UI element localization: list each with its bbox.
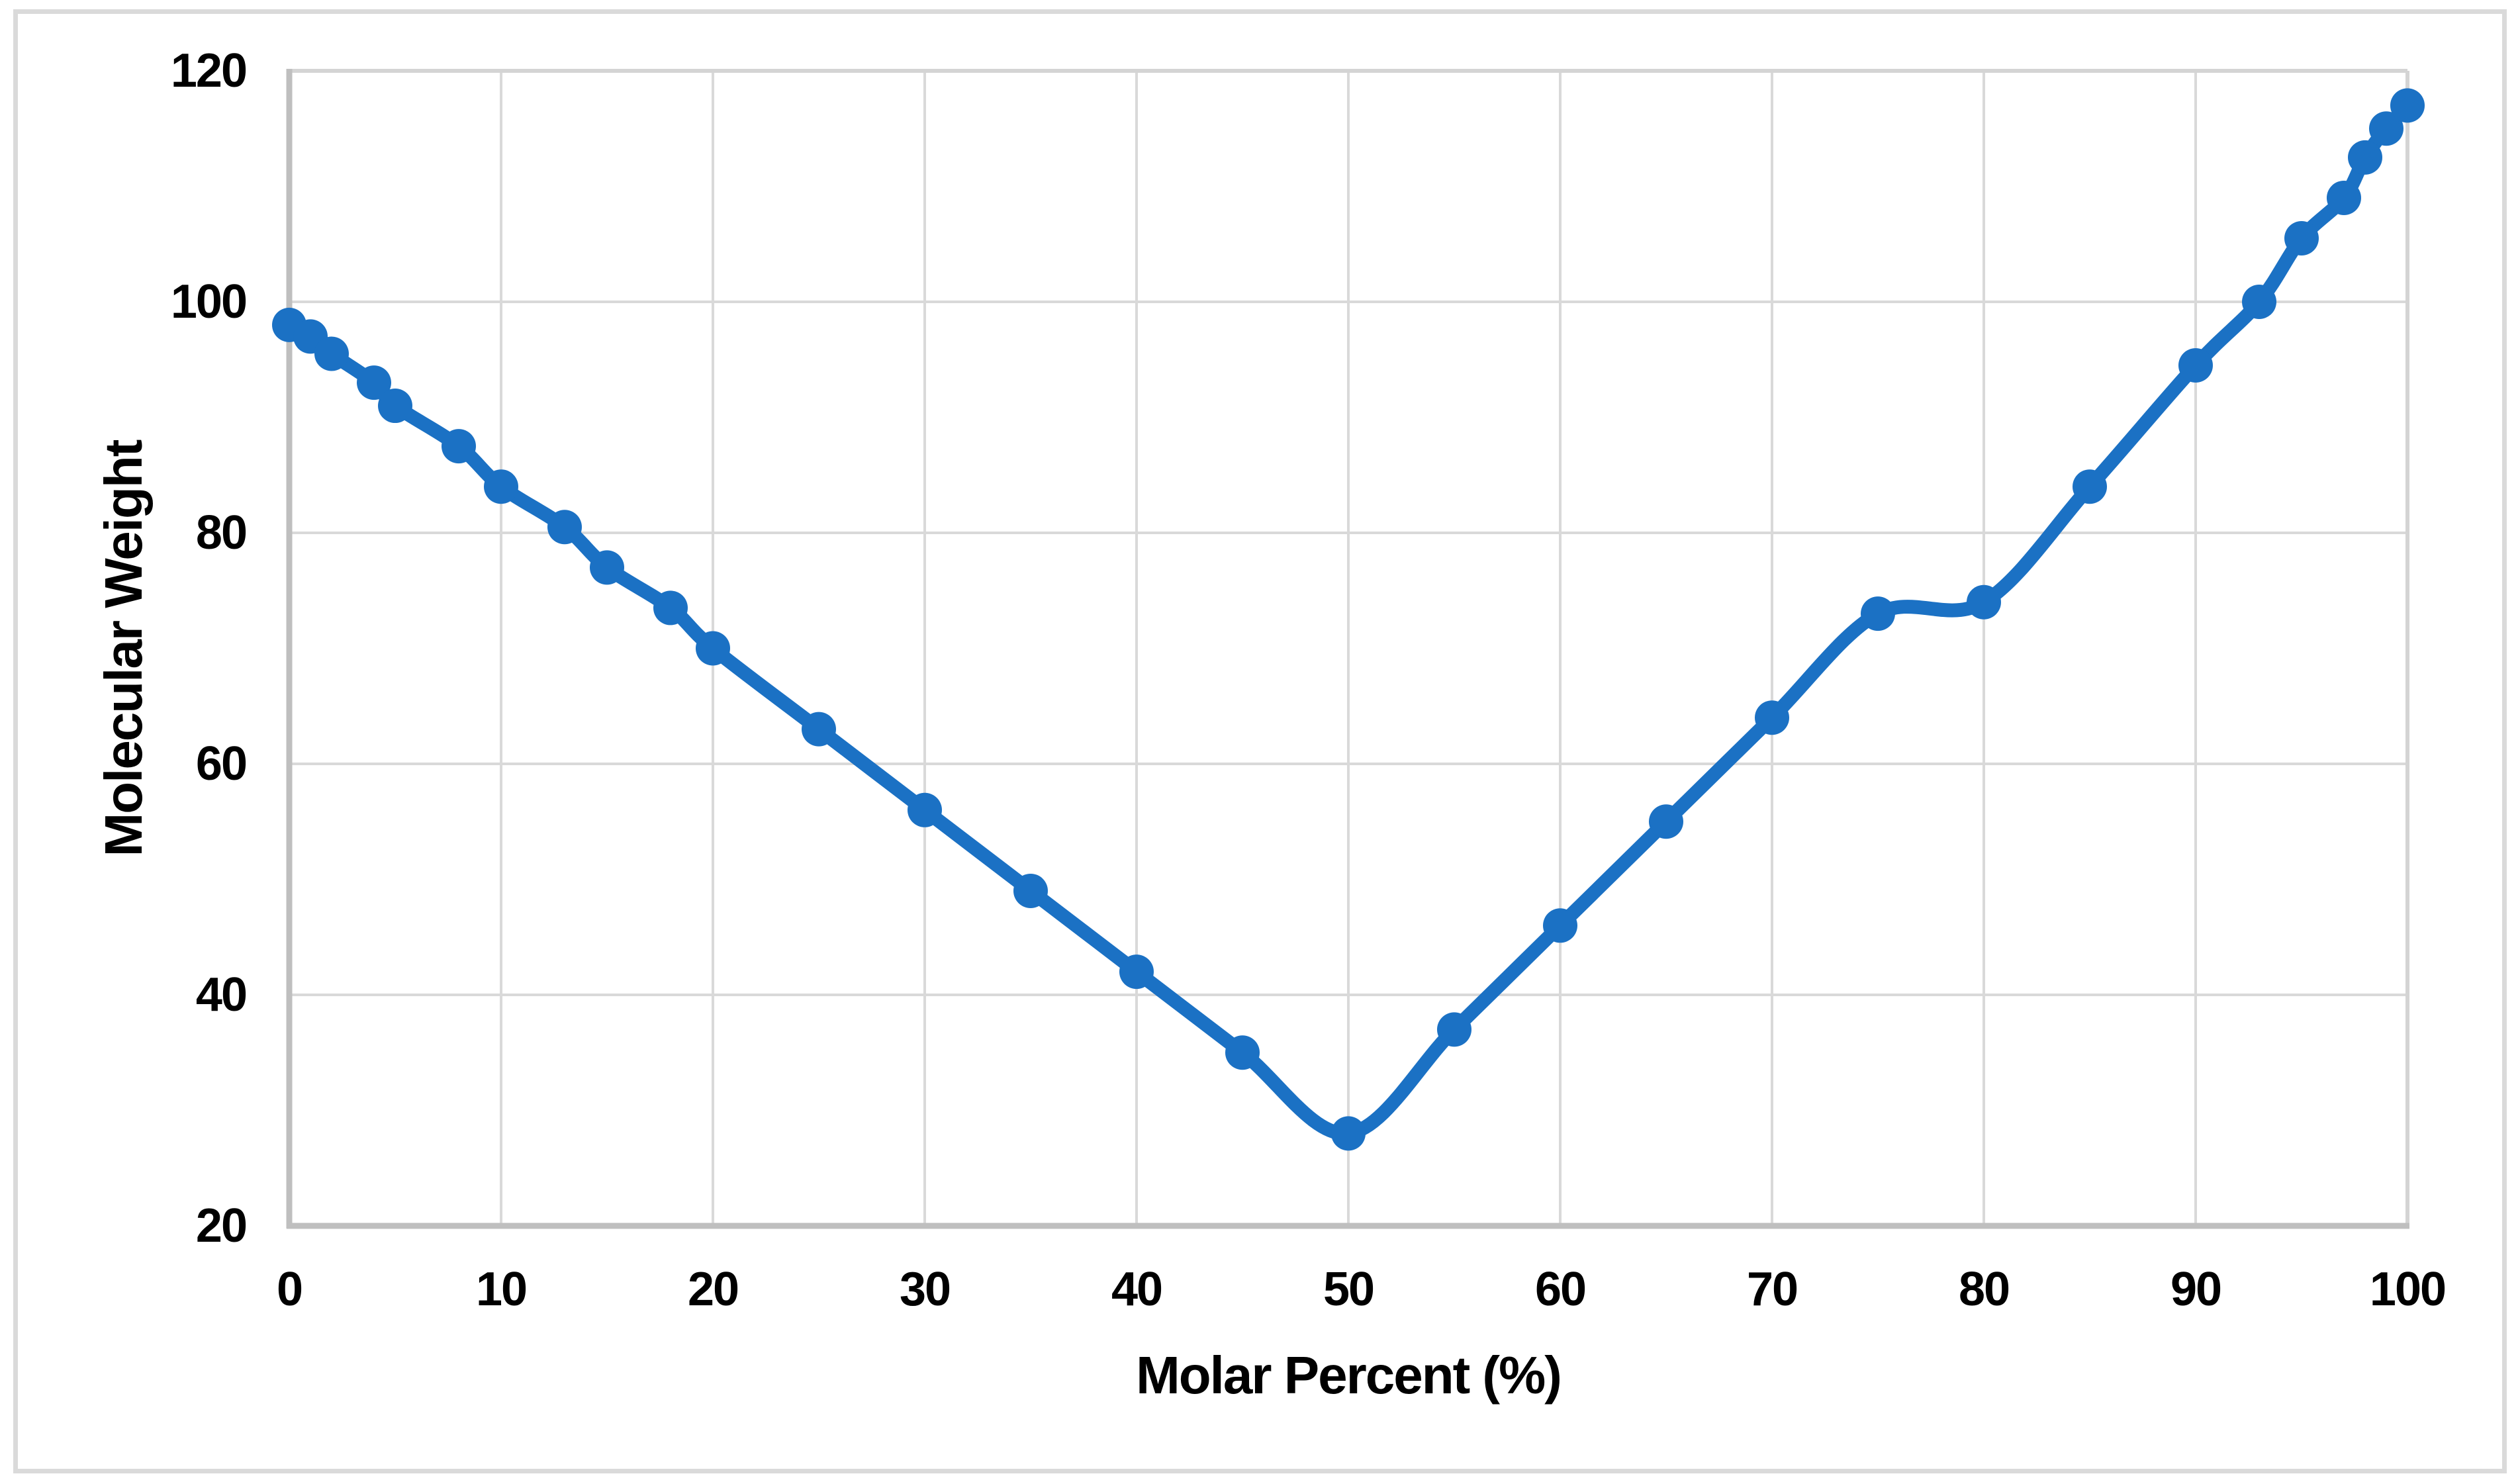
data-point-marker	[1543, 908, 1577, 943]
x-axis-title: Molar Percent (%)	[1136, 1346, 1562, 1405]
x-tick-label: 60	[1534, 1263, 1587, 1316]
y-tick-label: 120	[170, 44, 248, 97]
data-point-marker	[1755, 700, 1789, 735]
x-tick-label: 0	[276, 1263, 303, 1316]
data-point-marker	[357, 365, 391, 400]
data-point-marker	[696, 631, 730, 666]
x-tick-label: 70	[1746, 1263, 1798, 1316]
data-point-marker	[653, 590, 688, 626]
data-point-marker	[1967, 584, 2001, 620]
data-point-marker	[484, 469, 518, 504]
x-tick-label: 20	[687, 1263, 739, 1316]
data-point-marker	[802, 712, 836, 747]
x-tick-label: 10	[475, 1263, 528, 1316]
data-point-marker	[2178, 348, 2213, 383]
data-point-marker	[547, 510, 582, 545]
gridlines	[288, 69, 2409, 1227]
data-point-marker	[908, 792, 942, 827]
y-tick-label: 20	[195, 1199, 248, 1252]
data-point-marker	[1437, 1012, 1471, 1047]
data-point-marker	[1331, 1116, 1366, 1151]
data-point-marker	[314, 336, 349, 371]
data-point-marker	[590, 550, 624, 585]
data-point-marker	[1861, 596, 1895, 631]
data-point-marker	[2369, 111, 2403, 146]
data-point-marker	[1225, 1035, 1260, 1070]
x-tick-label: 80	[1958, 1263, 2010, 1316]
y-axis-title: Molecular Weight	[94, 440, 153, 857]
data-point-marker	[1649, 804, 1683, 839]
axis-lines	[286, 69, 2409, 1229]
data-point-marker	[378, 389, 412, 424]
data-point-marker	[2284, 221, 2319, 256]
chart-outer-frame	[13, 9, 2507, 1473]
data-point-marker	[2327, 180, 2361, 215]
data-point-marker	[1119, 954, 1154, 990]
x-tick-label: 90	[2170, 1263, 2222, 1316]
data-point-marker	[2348, 140, 2382, 175]
data-point-marker	[2242, 285, 2276, 319]
data-point-marker	[2390, 88, 2425, 123]
y-tick-label: 40	[195, 968, 248, 1021]
x-tick-label: 50	[1323, 1263, 1375, 1316]
x-tick-label: 30	[899, 1263, 951, 1316]
data-point-marker	[1013, 873, 1048, 908]
y-tick-label: 80	[195, 506, 248, 559]
y-tick-label: 100	[170, 275, 248, 328]
data-point-marker	[2073, 469, 2107, 504]
y-tick-label: 60	[195, 737, 248, 790]
data-series	[272, 88, 2425, 1151]
x-tick-label: 100	[2369, 1263, 2447, 1316]
data-point-marker	[442, 429, 476, 464]
x-tick-label: 40	[1111, 1263, 1163, 1316]
